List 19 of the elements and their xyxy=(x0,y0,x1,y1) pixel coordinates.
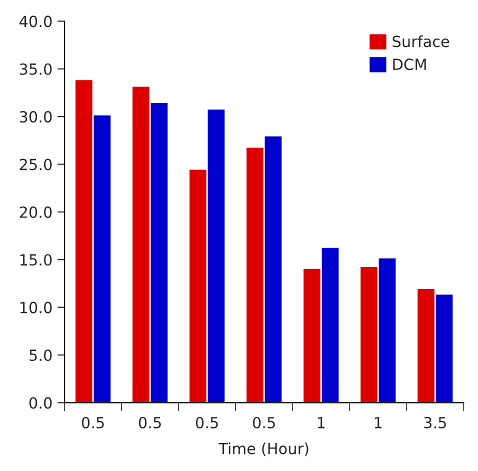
y-tick-label: 0.0 xyxy=(29,397,52,409)
x-tick-label: 3.5 xyxy=(424,416,446,428)
y-tick-label: 25.0 xyxy=(20,158,52,170)
x-axis-title: Time (Hour) xyxy=(218,442,308,456)
y-tick-label: 20.0 xyxy=(20,206,52,218)
x-tick-label: 1 xyxy=(374,417,382,428)
y-tick-label: 35.0 xyxy=(20,63,52,75)
x-tick-label: 0.5 xyxy=(82,416,104,428)
x-tick-label: 0.5 xyxy=(252,416,275,428)
x-tick-label: 0.5 xyxy=(196,416,218,428)
x-tick-label: 1 xyxy=(318,417,325,428)
legend-label: DCM xyxy=(393,58,426,70)
y-tick-label: 15.0 xyxy=(20,254,52,266)
y-tick-label: 5.0 xyxy=(30,349,52,362)
y-tick-label: 30.0 xyxy=(20,111,52,123)
y-tick-label: 40.0 xyxy=(19,16,52,28)
legend-label: Surface xyxy=(392,35,450,48)
x-tick-label: 0.5 xyxy=(138,416,161,428)
y-tick-label: 10.0 xyxy=(20,302,52,314)
